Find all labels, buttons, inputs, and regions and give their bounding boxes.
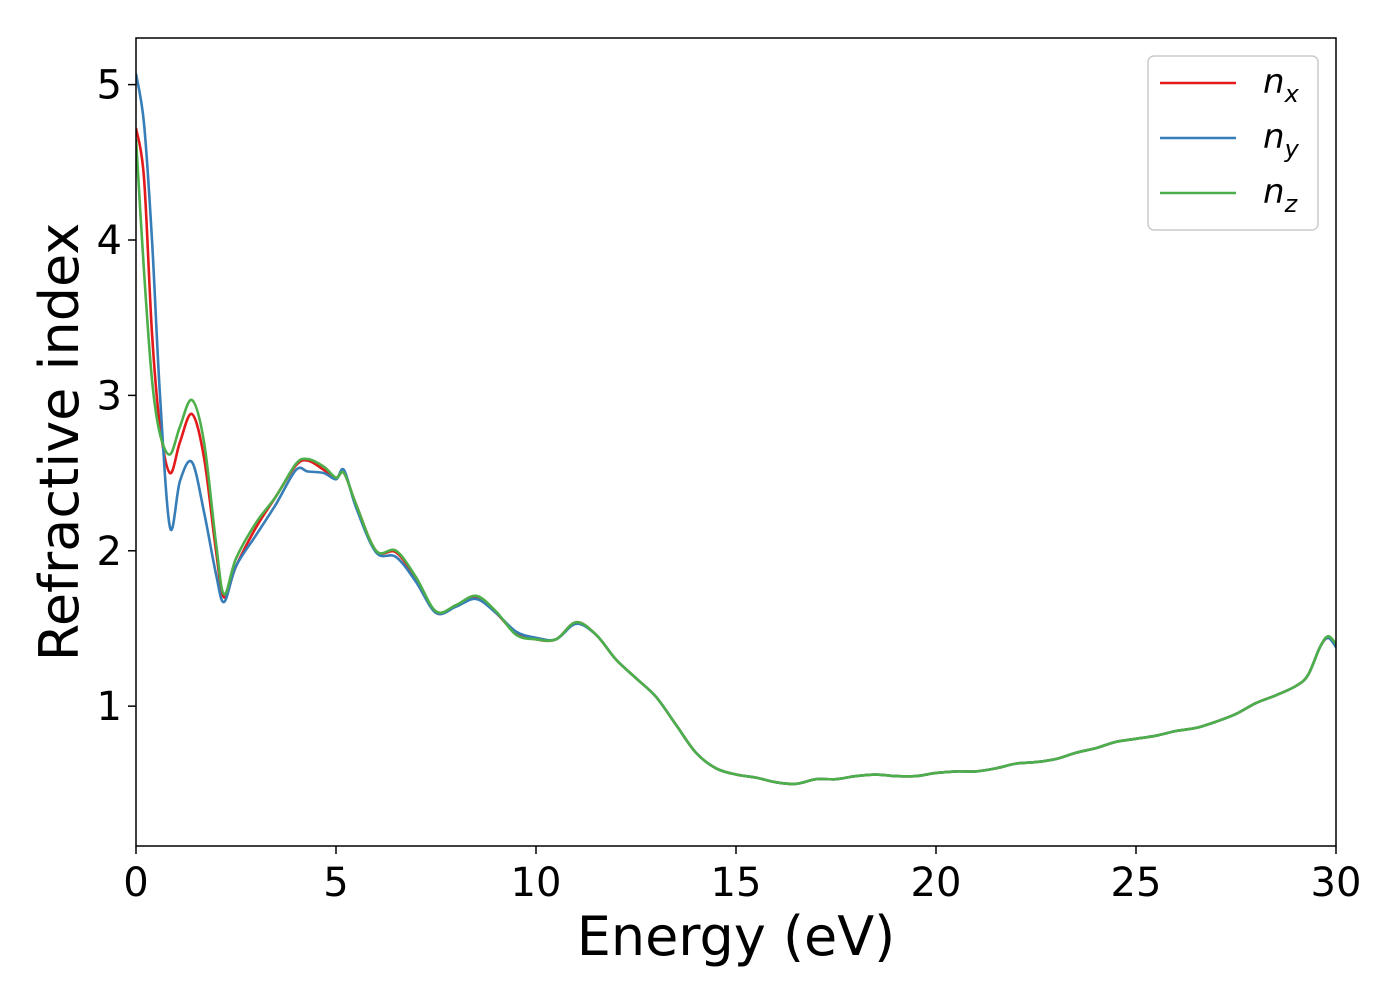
legend-label-main: n xyxy=(1263,62,1285,102)
legend-label-main: n xyxy=(1263,117,1285,157)
y-tick-label: 5 xyxy=(97,63,122,109)
x-tick-label: 25 xyxy=(1111,860,1162,906)
legend-label-n-y: ny xyxy=(1263,117,1300,163)
legend-label-subscript: z xyxy=(1284,190,1299,218)
legend-label-subscript: x xyxy=(1284,80,1300,108)
series-line-n-z xyxy=(136,138,1336,786)
x-axis-ticks: 0 5 10 15 20 25 30 xyxy=(123,846,1361,906)
legend-label-n-z: nz xyxy=(1263,172,1299,218)
y-tick-label: 1 xyxy=(97,684,122,730)
x-axis-label: Energy (eV) xyxy=(577,905,896,968)
x-tick-label: 30 xyxy=(1311,860,1362,906)
legend-label-main: n xyxy=(1263,172,1285,212)
y-tick-label: 4 xyxy=(97,218,122,264)
legend-label-n-x: nx xyxy=(1263,62,1300,108)
x-tick-label: 0 xyxy=(123,860,148,906)
legend-box xyxy=(1147,55,1319,231)
x-tick-label: 15 xyxy=(711,860,762,906)
y-tick-label: 2 xyxy=(97,529,122,575)
y-tick-label: 3 xyxy=(97,373,122,419)
series-layer xyxy=(136,73,1336,786)
x-tick-label: 10 xyxy=(511,860,562,906)
y-axis-ticks: 1 2 3 4 5 xyxy=(97,63,136,730)
y-axis-label: Refractive index xyxy=(28,223,91,662)
legend-label-subscript: y xyxy=(1284,135,1300,163)
x-tick-label: 20 xyxy=(911,860,962,906)
x-tick-label: 5 xyxy=(323,860,348,906)
